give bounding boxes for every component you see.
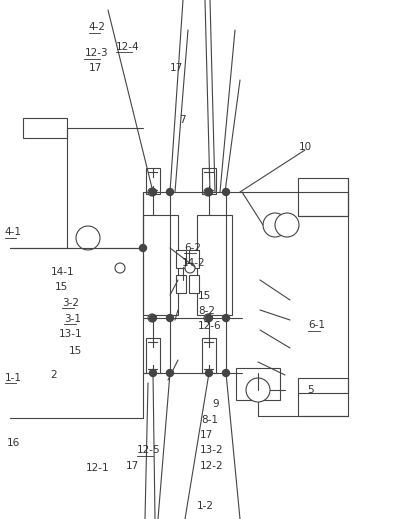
Text: 17: 17 (89, 63, 102, 73)
Text: 8-1: 8-1 (201, 415, 218, 425)
Circle shape (149, 188, 156, 196)
Text: 12-5: 12-5 (137, 445, 161, 455)
Bar (298, 178, 348, 216)
Bar (197, 215, 232, 315)
Text: 12-3: 12-3 (84, 48, 108, 58)
Bar (202, 168, 216, 194)
Text: 8-2: 8-2 (198, 306, 215, 316)
Circle shape (275, 213, 299, 237)
Circle shape (149, 370, 156, 376)
Text: 17: 17 (126, 461, 139, 471)
Circle shape (139, 244, 147, 252)
Text: 1-1: 1-1 (5, 373, 22, 383)
Text: 14-2: 14-2 (182, 258, 206, 268)
Bar (189, 250, 199, 268)
Circle shape (185, 263, 195, 273)
Circle shape (206, 370, 212, 376)
Bar (176, 275, 186, 293)
Text: 1-2: 1-2 (197, 501, 214, 511)
Text: 5: 5 (307, 385, 314, 395)
Circle shape (223, 188, 229, 196)
Circle shape (206, 315, 212, 321)
Text: 15: 15 (69, 346, 82, 356)
Circle shape (76, 226, 100, 250)
Bar (189, 275, 199, 293)
Circle shape (204, 314, 212, 322)
Bar (176, 250, 186, 268)
Text: 15: 15 (55, 282, 69, 292)
Text: 3-2: 3-2 (62, 298, 79, 308)
Text: 4-2: 4-2 (89, 22, 106, 32)
Bar (236, 368, 280, 400)
Circle shape (148, 188, 156, 196)
Circle shape (206, 188, 212, 196)
Circle shape (223, 315, 229, 321)
Text: 15: 15 (198, 291, 211, 301)
Text: 12-4: 12-4 (116, 42, 140, 51)
Text: 16: 16 (7, 438, 20, 447)
Circle shape (167, 188, 173, 196)
Bar (146, 338, 160, 373)
Bar (143, 215, 178, 315)
Text: 13-2: 13-2 (200, 445, 224, 455)
Text: 17: 17 (169, 63, 183, 73)
Circle shape (246, 378, 270, 402)
Circle shape (167, 315, 173, 321)
Circle shape (149, 315, 156, 321)
Text: 13-1: 13-1 (59, 329, 83, 338)
Bar (202, 338, 216, 373)
Text: 7: 7 (179, 115, 186, 125)
Circle shape (263, 213, 287, 237)
Text: 14-1: 14-1 (50, 267, 74, 277)
Circle shape (223, 370, 229, 376)
Text: 12-6: 12-6 (198, 321, 221, 331)
Text: 6-2: 6-2 (184, 243, 201, 253)
Text: 12-1: 12-1 (86, 463, 110, 473)
Text: 4-1: 4-1 (5, 227, 22, 237)
Bar (298, 378, 348, 416)
Text: 2: 2 (50, 370, 57, 379)
Circle shape (115, 263, 125, 273)
Bar (23, 118, 67, 138)
Text: 6-1: 6-1 (308, 320, 325, 330)
Circle shape (204, 188, 212, 196)
Text: 3-1: 3-1 (64, 314, 81, 324)
Circle shape (167, 370, 173, 376)
Text: 12-2: 12-2 (200, 461, 224, 471)
Text: 17: 17 (200, 430, 214, 440)
Circle shape (148, 314, 156, 322)
Bar (146, 168, 160, 194)
Text: 10: 10 (299, 142, 312, 152)
Text: 9: 9 (213, 399, 219, 408)
